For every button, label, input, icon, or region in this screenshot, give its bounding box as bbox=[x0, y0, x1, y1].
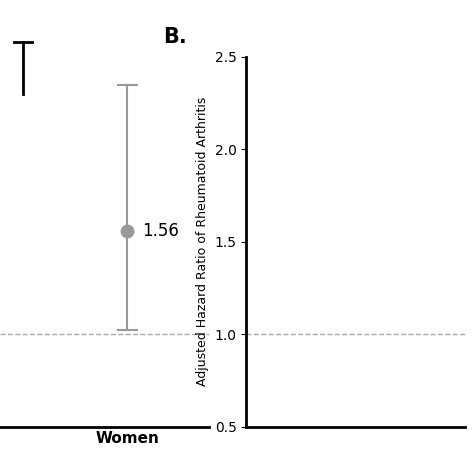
Y-axis label: Adjusted Hazard Ratio of Rheumatoid Arthritis: Adjusted Hazard Ratio of Rheumatoid Arth… bbox=[196, 97, 209, 386]
Text: 1.56: 1.56 bbox=[143, 222, 179, 240]
Text: B.: B. bbox=[164, 27, 187, 47]
